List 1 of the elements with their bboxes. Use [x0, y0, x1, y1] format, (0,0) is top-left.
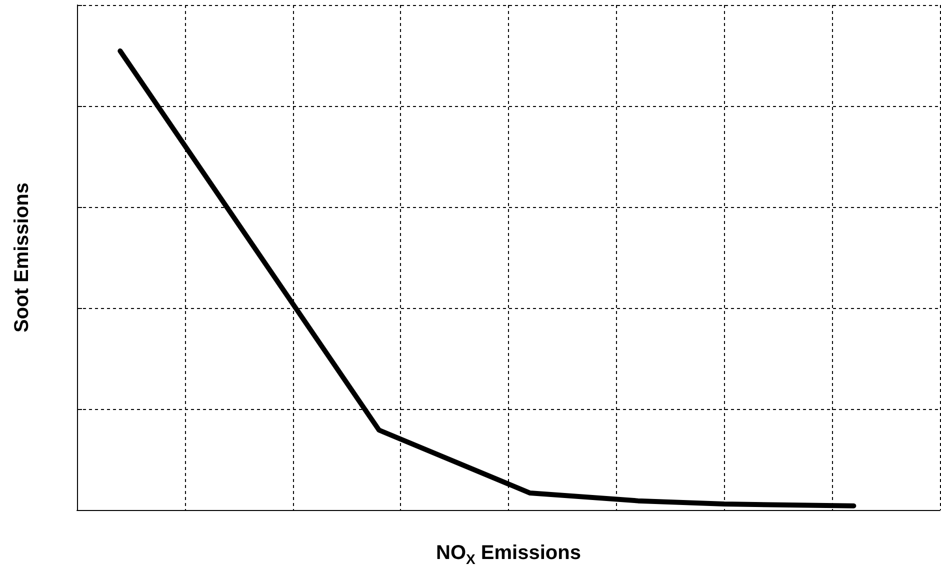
y-axis-title: Soot Emissions: [11, 182, 33, 333]
